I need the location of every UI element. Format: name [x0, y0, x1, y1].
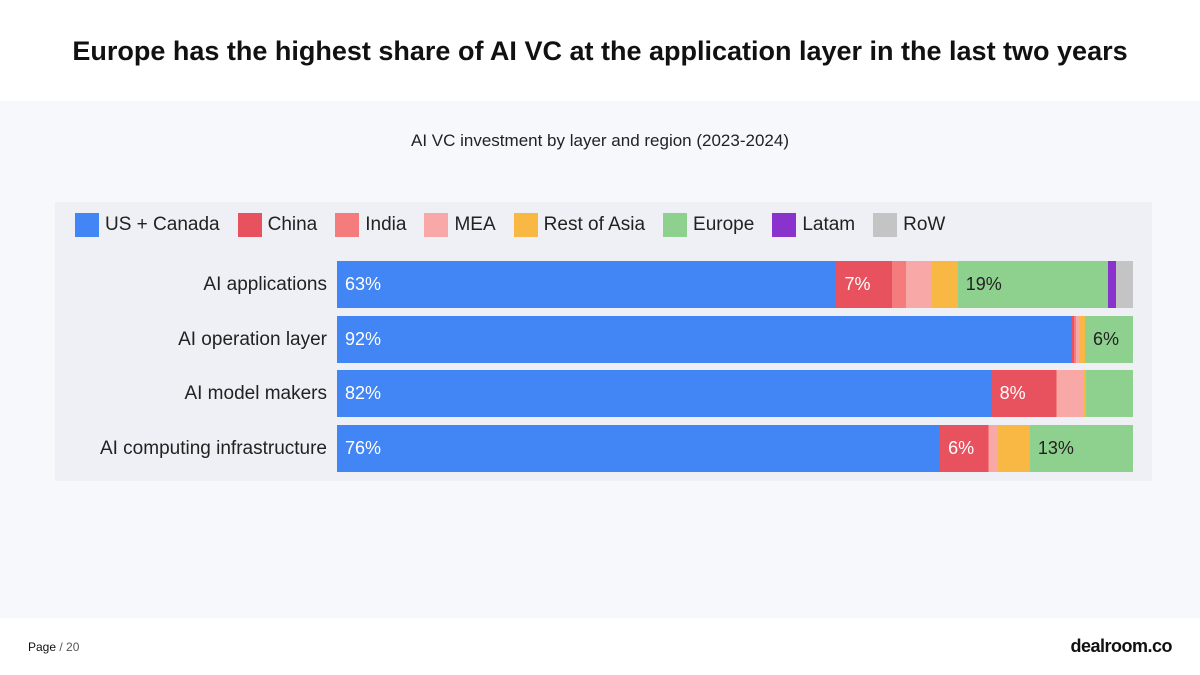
bar-segment	[891, 261, 907, 308]
bar-segment	[1079, 315, 1086, 363]
bar-segment	[1115, 261, 1133, 308]
legend-item: China	[237, 213, 318, 237]
bar-segment	[940, 425, 988, 473]
legend-item: MEA	[424, 213, 496, 237]
bar-segment	[991, 370, 1056, 418]
legend-label: India	[365, 214, 407, 235]
bar-segment	[1072, 315, 1074, 363]
bar-segment	[1055, 370, 1058, 418]
chart-legend: US + Canada China India MEA Rest of Asia Euro…	[75, 211, 963, 239]
legend-swatch	[75, 213, 99, 237]
legend-label: Europe	[693, 214, 755, 235]
page-total: / 20	[59, 640, 80, 654]
data-label: 13%	[1037, 438, 1074, 459]
bar-segment	[1082, 370, 1086, 418]
bar-segment	[337, 315, 1073, 363]
slide-title: Europe has the highest share of AI VC at…	[72, 36, 1128, 66]
bar-segment	[931, 261, 958, 308]
legend-label: China	[267, 214, 318, 235]
bar-segment	[1108, 261, 1116, 308]
category-label: AI model makers	[184, 383, 327, 405]
category-label: AI computing infrastructure	[99, 438, 327, 460]
page-label: Page	[28, 640, 57, 654]
bar-segment	[987, 425, 990, 473]
data-label: 76%	[345, 438, 382, 459]
legend-swatch	[513, 213, 538, 237]
legend-swatch	[772, 213, 797, 237]
bar-segment	[1085, 315, 1133, 363]
legend-swatch	[873, 213, 898, 237]
bar-segment	[989, 425, 999, 473]
legend-item: Latam	[772, 213, 855, 237]
bar-segment	[1029, 425, 1133, 473]
bar-segment	[836, 261, 892, 308]
page-indicator: Page / 20	[28, 640, 79, 654]
legend-swatch	[335, 213, 360, 237]
legend-label: US + Canada	[105, 214, 220, 235]
legend-swatch	[424, 213, 449, 237]
data-label: 63%	[345, 274, 382, 294]
bar-segment	[1073, 315, 1077, 363]
legend-item: RoW	[873, 213, 945, 237]
chart-title: AI VC investment by layer and region (20…	[411, 131, 789, 150]
bar-segment	[957, 261, 1109, 308]
data-label: 92%	[345, 328, 382, 349]
brand-logo: dealroom.co	[1070, 636, 1172, 656]
bar-segment	[337, 370, 992, 418]
legend-swatch	[663, 213, 688, 237]
bar-segment	[1085, 370, 1133, 418]
legend-item: India	[335, 213, 406, 237]
legend-item: Europe	[663, 213, 754, 237]
legend-item: US + Canada	[75, 213, 220, 237]
bar-segment	[1057, 370, 1083, 418]
bar-segment	[337, 425, 941, 473]
category-label: AI operation layer	[178, 328, 327, 350]
bar-segment	[1076, 315, 1080, 363]
bar-segment	[906, 261, 932, 308]
data-label: 82%	[345, 383, 382, 404]
data-label: 7%	[844, 274, 871, 294]
data-label: 19%	[965, 274, 1002, 294]
legend-item: Rest of Asia	[513, 213, 646, 237]
data-label: 8%	[999, 383, 1026, 404]
bar-segment	[998, 425, 1030, 473]
legend-label: Latam	[802, 214, 856, 235]
legend-label: MEA	[454, 214, 496, 235]
legend-label: RoW	[903, 214, 946, 235]
bar-segment	[337, 261, 837, 308]
data-label: 6%	[1093, 328, 1120, 349]
data-label: 6%	[948, 438, 975, 459]
category-label: AI applications	[203, 274, 327, 295]
legend-label: Rest of Asia	[543, 214, 646, 235]
legend-swatch	[237, 213, 262, 237]
